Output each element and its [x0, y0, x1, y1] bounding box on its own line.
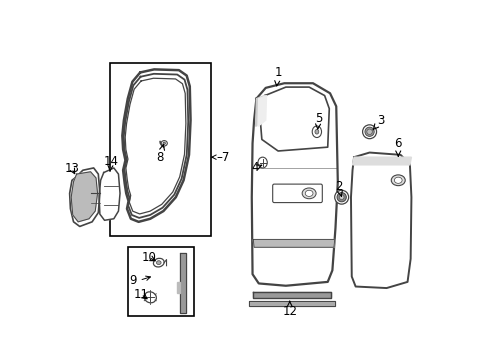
Polygon shape: [253, 239, 334, 247]
Ellipse shape: [339, 195, 343, 199]
Text: 1: 1: [274, 66, 281, 86]
Text: 6: 6: [394, 137, 401, 156]
Polygon shape: [350, 153, 410, 288]
Text: 2: 2: [334, 180, 342, 196]
Bar: [110, 63, 210, 236]
Polygon shape: [251, 83, 337, 286]
Polygon shape: [255, 95, 264, 126]
Polygon shape: [258, 95, 266, 126]
Ellipse shape: [362, 125, 376, 139]
Polygon shape: [253, 292, 330, 297]
Ellipse shape: [364, 127, 373, 136]
Ellipse shape: [161, 141, 167, 146]
Polygon shape: [71, 172, 97, 222]
FancyArrowPatch shape: [160, 141, 163, 147]
Ellipse shape: [153, 258, 164, 267]
Ellipse shape: [366, 129, 371, 134]
Ellipse shape: [156, 261, 161, 265]
Ellipse shape: [302, 188, 315, 199]
Ellipse shape: [314, 130, 318, 134]
Ellipse shape: [258, 157, 267, 168]
FancyBboxPatch shape: [272, 184, 322, 203]
Text: 8: 8: [156, 145, 164, 164]
Text: 3: 3: [372, 114, 384, 130]
Ellipse shape: [311, 126, 321, 138]
Text: 12: 12: [282, 301, 297, 318]
Ellipse shape: [305, 190, 312, 197]
Ellipse shape: [390, 175, 405, 186]
Polygon shape: [69, 168, 100, 226]
Polygon shape: [99, 168, 120, 220]
Text: 4: 4: [251, 161, 261, 175]
Text: 14: 14: [103, 155, 118, 171]
Bar: [127, 247, 194, 316]
Text: 11: 11: [133, 288, 148, 301]
Ellipse shape: [393, 177, 401, 183]
Ellipse shape: [144, 292, 156, 303]
Polygon shape: [248, 301, 335, 306]
Ellipse shape: [336, 193, 346, 202]
Text: –7: –7: [216, 150, 229, 164]
Text: 9: 9: [129, 274, 137, 287]
Polygon shape: [179, 253, 185, 313]
Polygon shape: [260, 87, 328, 151]
Polygon shape: [177, 282, 179, 293]
Text: 13: 13: [64, 162, 79, 175]
Ellipse shape: [163, 142, 165, 144]
Text: 10: 10: [141, 251, 156, 264]
Text: 5: 5: [314, 112, 322, 129]
Ellipse shape: [334, 190, 348, 204]
Polygon shape: [352, 157, 410, 165]
